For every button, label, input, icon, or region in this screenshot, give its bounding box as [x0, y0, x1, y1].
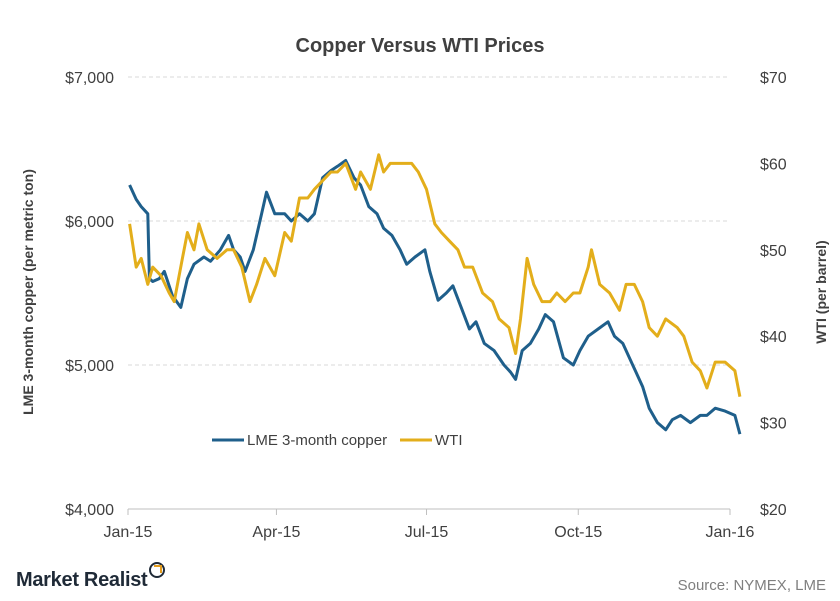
left-axis-title: LME 3-month copper (per metric ton)	[20, 169, 36, 415]
series-lines	[128, 153, 742, 435]
legend-label-wti: WTI	[435, 432, 463, 449]
legend: LME 3-month copper WTI	[212, 432, 463, 449]
right-axis-ticks: $20 $30 $40 $50 $60 $70	[760, 70, 787, 519]
brand-name: Market Realist	[16, 569, 148, 591]
right-tick-label: $40	[760, 329, 787, 346]
left-tick-label: $5,000	[65, 358, 114, 375]
x-tick-label: Jan-16	[706, 524, 755, 541]
source-note: Source: NYMEX, LME	[677, 577, 826, 594]
chart-title: Copper Versus WTI Prices	[296, 35, 545, 57]
gridlines	[128, 76, 730, 510]
series-line-copper	[128, 159, 742, 435]
right-tick-label: $30	[760, 416, 787, 433]
brand-logo: Market Realist	[16, 562, 166, 592]
right-tick-label: $70	[760, 70, 787, 87]
x-axis-ticks: Jan-15 Apr-15 Jul-15 Oct-15 Jan-16	[104, 509, 755, 541]
left-axis-ticks: $4,000 $5,000 $6,000 $7,000	[65, 70, 114, 519]
legend-label-copper: LME 3-month copper	[247, 432, 387, 449]
right-tick-label: $60	[760, 156, 787, 173]
left-tick-label: $4,000	[65, 502, 114, 519]
series-line-wti	[128, 153, 742, 397]
right-tick-label: $50	[760, 243, 787, 260]
right-tick-label: $20	[760, 502, 787, 519]
x-tick-label: Jan-15	[104, 524, 153, 541]
magnifier-chart-icon	[149, 562, 166, 578]
left-tick-label: $6,000	[65, 214, 114, 231]
left-tick-label: $7,000	[65, 70, 114, 87]
x-tick-label: Oct-15	[554, 524, 602, 541]
x-tick-label: Jul-15	[405, 524, 449, 541]
right-axis-title: WTI (per barrel)	[813, 240, 829, 343]
x-tick-label: Apr-15	[252, 524, 300, 541]
